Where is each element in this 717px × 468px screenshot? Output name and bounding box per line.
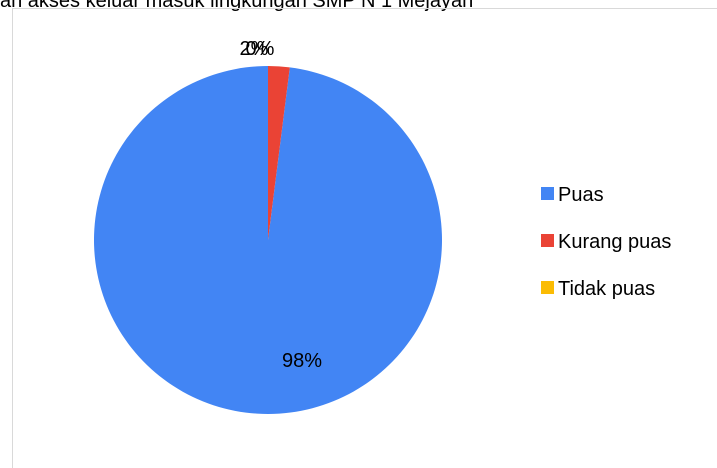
legend-label-tidak-puas: Tidak puas [558,278,655,300]
chart-title: an akses keluar masuk lingkungan SMP N 1… [0,0,474,12]
data-label-kurang-puas: 2% [240,38,269,60]
legend-label-kurang-puas: Kurang puas [558,231,671,253]
legend-swatch-tidak-puas [541,281,554,294]
chart-frame [12,8,717,468]
data-label-puas: 98% [282,350,322,372]
legend-swatch-kurang-puas [541,234,554,247]
data-label-tidak-puas: 0% [246,38,275,60]
pie-slice-kurang-puas [268,66,290,240]
legend-label-puas: Puas [558,184,604,206]
legend-swatch-puas [541,187,554,200]
